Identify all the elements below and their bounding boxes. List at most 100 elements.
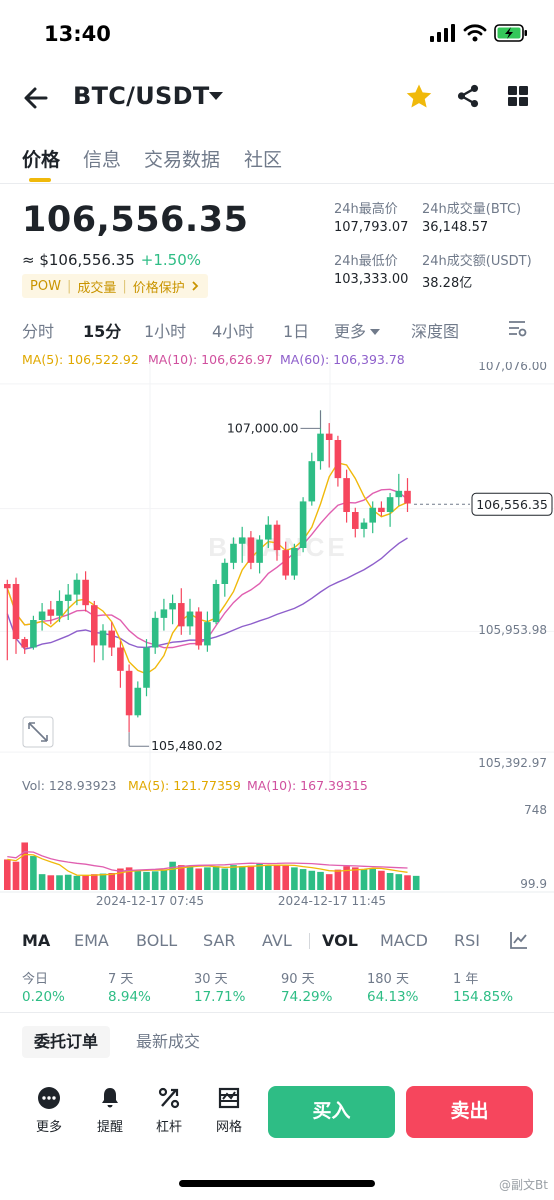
perf-value: 154.85% xyxy=(453,989,514,1005)
volume-bar xyxy=(317,871,324,890)
ind-macd[interactable]: MACD xyxy=(380,931,428,950)
leverage-button[interactable]: 杠杆 xyxy=(144,1086,194,1135)
candle-body xyxy=(221,562,229,584)
interval-15m[interactable]: 15分 xyxy=(83,322,122,341)
sell-button[interactable]: 卖出 xyxy=(406,1086,533,1138)
tab-open-orders[interactable]: 委托订单 xyxy=(22,1026,111,1058)
perf-30d: 30 天 17.71% xyxy=(194,968,245,1005)
candle-body xyxy=(4,584,11,589)
active-tab-indicator xyxy=(29,178,51,182)
ind-rsi[interactable]: RSI xyxy=(454,931,480,950)
layout-grid-icon[interactable] xyxy=(507,85,529,107)
high-value: 107,793.07 xyxy=(334,220,409,235)
volume-bar xyxy=(12,861,20,890)
more-button[interactable]: 更多 xyxy=(24,1086,74,1135)
candle-body xyxy=(134,687,142,716)
alert-button[interactable]: 提醒 xyxy=(85,1086,135,1135)
vol-ma10-line xyxy=(7,851,408,872)
ind-avl[interactable]: AVL xyxy=(262,931,292,950)
interval-4h[interactable]: 4小时 xyxy=(212,322,255,341)
volume-bar xyxy=(56,875,63,890)
leverage-label: 杠杆 xyxy=(155,1120,182,1135)
volume-bar xyxy=(282,865,289,890)
back-arrow-icon[interactable] xyxy=(22,84,50,112)
tab-recent-trades[interactable]: 最新成交 xyxy=(136,1032,201,1051)
tab-community[interactable]: 社区 xyxy=(244,149,283,171)
ind-vol[interactable]: VOL xyxy=(322,931,358,950)
perf-label: 180 天 xyxy=(367,972,409,987)
candle-body xyxy=(256,539,263,563)
volume-chart: Vol: 128.93923 MA(5): 121.77359 MA(10): … xyxy=(0,778,554,908)
perf-value: 17.71% xyxy=(194,989,246,1005)
volume-bar xyxy=(299,869,307,890)
order-tabs: 委托订单 最新成交 xyxy=(0,1022,554,1062)
interval-1d[interactable]: 1日 xyxy=(283,322,310,341)
pair-selector[interactable]: BTC/USDT xyxy=(73,82,210,110)
candle-body xyxy=(108,630,115,648)
grid-button[interactable]: 网格 xyxy=(204,1086,254,1135)
volume-bar xyxy=(178,865,185,890)
more-dots-icon xyxy=(38,1087,60,1109)
x-label-2: 2024-12-17 11:45 xyxy=(278,894,386,908)
volume-bar xyxy=(99,873,107,890)
tab-price[interactable]: 价格 xyxy=(22,149,61,171)
ind-ma[interactable]: MA xyxy=(22,931,51,950)
y-tick-mid: 105,953.98 xyxy=(478,623,547,637)
vol-btc-label: 24h成交量(BTC) xyxy=(422,202,522,217)
interval-line[interactable]: 分时 xyxy=(22,322,55,341)
fiat-price-row: ≈ $106,556.35 +1.50% xyxy=(22,251,201,269)
interval-1h[interactable]: 1小时 xyxy=(144,322,187,341)
share-icon[interactable] xyxy=(455,83,481,109)
candle-body xyxy=(64,594,72,601)
x-label-1: 2024-12-17 07:45 xyxy=(96,894,204,908)
fullscreen-button[interactable] xyxy=(22,716,54,748)
status-icons xyxy=(430,24,528,42)
vol-ma5-legend: MA(5): 121.77359 xyxy=(128,778,241,793)
candle-body xyxy=(21,639,28,648)
volume-bar xyxy=(412,875,420,890)
candle-body xyxy=(291,548,298,576)
candle-body xyxy=(117,647,124,671)
interval-more[interactable]: 更多 xyxy=(334,318,381,342)
ind-boll[interactable]: BOLL xyxy=(136,931,178,950)
candle-body xyxy=(317,433,324,462)
candle-body xyxy=(125,670,133,716)
volume-bar xyxy=(404,875,411,890)
vol-btc-value: 36,148.57 xyxy=(422,220,489,235)
candle-body xyxy=(99,630,107,646)
candle-body xyxy=(30,620,37,648)
tab-info[interactable]: 信息 xyxy=(83,149,122,171)
candle-body xyxy=(378,507,385,512)
perf-value: 64.13% xyxy=(367,989,419,1005)
ind-sar[interactable]: SAR xyxy=(203,931,236,950)
current-price-tag: 106,556.35 xyxy=(414,492,553,516)
chevron-down-icon[interactable] xyxy=(209,92,223,100)
interval-more-label: 更多 xyxy=(334,322,367,341)
tag-pow: POW xyxy=(30,278,61,294)
perf-value: 74.29% xyxy=(281,989,333,1005)
candle-body xyxy=(282,550,289,576)
wifi-icon xyxy=(463,24,487,42)
interval-depth[interactable]: 深度图 xyxy=(411,322,460,341)
volume-bar xyxy=(369,868,376,890)
buy-button[interactable]: 买入 xyxy=(268,1086,395,1138)
chart-settings-icon[interactable] xyxy=(507,318,527,338)
volume-bar xyxy=(4,859,11,890)
low-value: 103,333.00 xyxy=(334,272,409,287)
volume-bar xyxy=(386,873,394,890)
vol-usdt-value: 38.28亿 xyxy=(422,276,473,291)
last-price: 106,556.35 xyxy=(22,200,249,240)
volume-bar xyxy=(334,869,342,890)
y-tick-bottom: 105,392.97 xyxy=(478,756,547,770)
tag-row[interactable]: POW | 成交量 | 价格保护 xyxy=(22,274,208,298)
tab-trading-data[interactable]: 交易数据 xyxy=(144,149,221,171)
home-indicator xyxy=(179,1180,375,1187)
favorite-star-icon[interactable] xyxy=(404,82,434,112)
volume-bar xyxy=(195,868,202,890)
perf-180d: 180 天 64.13% xyxy=(367,968,418,1005)
ind-ema[interactable]: EMA xyxy=(74,931,109,950)
indicator-settings-icon[interactable] xyxy=(509,930,529,950)
candle-body xyxy=(143,647,150,688)
y-tick-top: 107,076.00 xyxy=(478,362,547,373)
